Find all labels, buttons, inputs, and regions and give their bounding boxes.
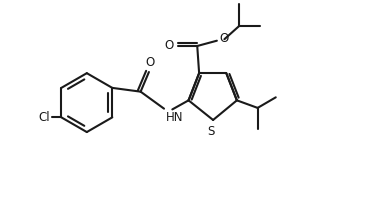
Text: Cl: Cl — [38, 111, 50, 124]
Text: O: O — [219, 32, 229, 45]
Text: S: S — [208, 125, 215, 138]
Text: HN: HN — [166, 111, 183, 124]
Text: O: O — [146, 56, 155, 69]
Text: O: O — [164, 40, 174, 52]
